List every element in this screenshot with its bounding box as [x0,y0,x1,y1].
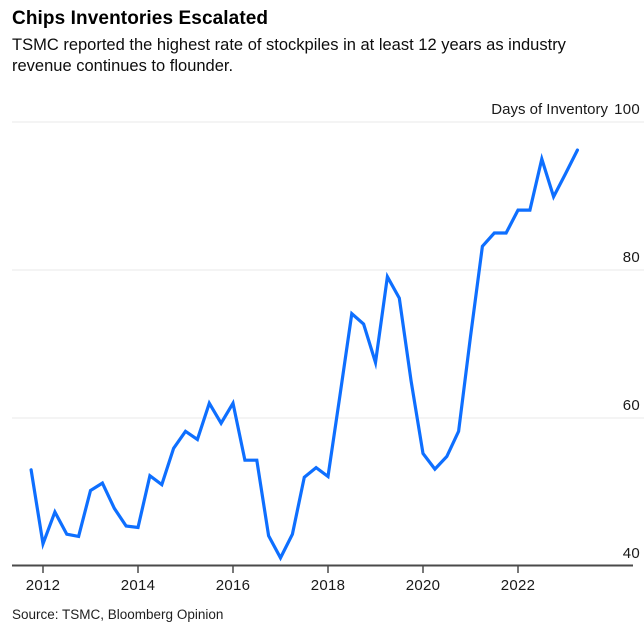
x-axis-label: 2016 [215,577,251,594]
y-axis-label: 60 [622,397,640,414]
x-axis-label: 2014 [120,577,156,594]
chart-subtitle: TSMC reported the highest rate of stockp… [12,36,566,75]
x-axis-label: 2018 [310,577,346,594]
source-line: Source: TSMC, Bloomberg Opinion [12,607,224,622]
y-axis-label: 100 [614,101,640,118]
y-axis-label: 80 [622,249,640,266]
x-axis-label: 2022 [500,577,536,594]
data-line [29,148,580,562]
x-axis-label: 2020 [405,577,441,594]
y-axis-unit-label: Days of Inventory [491,101,608,118]
x-axis-label: 2012 [25,577,61,594]
chart-title: Chips Inventories Escalated [12,8,269,29]
y-axis-label: 40 [622,545,640,562]
